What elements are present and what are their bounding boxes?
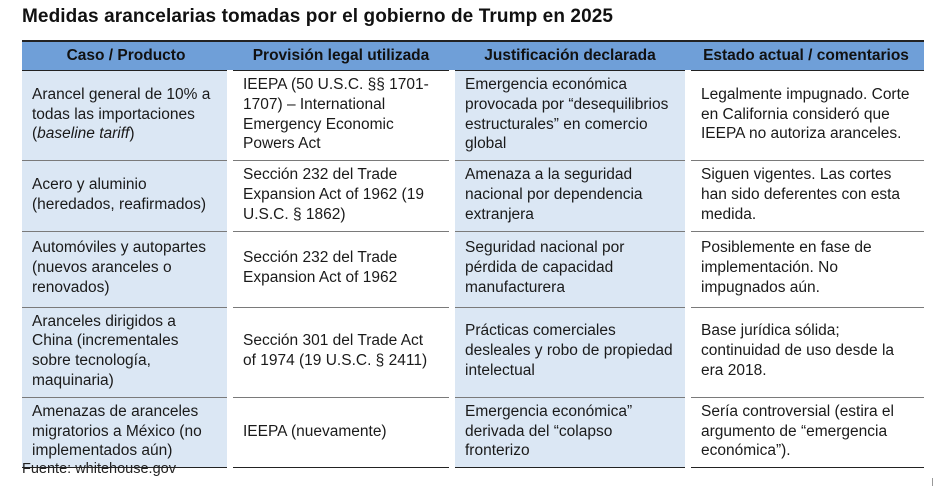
cell-justificacion: Emergencia económica provocada por “dese… (449, 70, 688, 162)
table-row: Aranceles dirigidos a China (incremental… (22, 307, 924, 398)
cell-caso-italic: baseline tariff (37, 125, 130, 143)
column-header-provision: Provisión legal utilizada (230, 40, 452, 71)
cell-caso-text: Arancel general de 10% a todas las impor… (32, 85, 211, 123)
column-header-estado: Estado actual / comentarios (688, 40, 924, 71)
column-header-justificacion: Justificación declarada (452, 40, 688, 71)
table-row: Arancel general de 10% a todas las impor… (22, 70, 924, 162)
cell-estado: Legalmente impugnado. Corte en Californi… (685, 70, 924, 162)
cell-justificacion: Prácticas comerciales desleales y robo d… (449, 307, 688, 398)
column-header-caso: Caso / Producto (22, 40, 230, 71)
cell-provision: IEEPA (nuevamente) (227, 397, 452, 469)
cell-caso: Acero y aluminio (heredados, reafirmados… (22, 160, 230, 232)
cell-estado: Posiblemente en fase de implementación. … (685, 231, 924, 308)
cell-provision: IEEPA (50 U.S.C. §§ 1701-1707) – Interna… (227, 70, 452, 162)
cell-justificacion: Amenaza a la seguridad nacional por depe… (449, 160, 688, 232)
table-row: Acero y aluminio (heredados, reafirmados… (22, 160, 924, 232)
cell-caso: Arancel general de 10% a todas las impor… (22, 70, 230, 162)
cell-caso: Automóviles y autopartes (nuevos arancel… (22, 231, 230, 308)
cell-provision: Sección 301 del Trade Act of 1974 (19 U.… (227, 307, 452, 398)
cell-estado: Siguen vigentes. Las cortes han sido def… (685, 160, 924, 232)
cell-estado: Sería controversial (estira el argumento… (685, 397, 924, 469)
cell-caso: Amenazas de aranceles migratorios a Méxi… (22, 397, 230, 469)
cell-justificacion-text: Emergencia económica” derivada del “cola… (465, 402, 633, 460)
table-title: Medidas arancelarias tomadas por el gobi… (22, 6, 614, 27)
table-row: Automóviles y autopartes (nuevos arancel… (22, 231, 924, 308)
cell-caso: Aranceles dirigidos a China (incremental… (22, 307, 230, 398)
edge-mark (932, 478, 933, 486)
cell-provision: Sección 232 del Trade Expansion Act of 1… (227, 160, 452, 232)
cell-justificacion: Seguridad nacional por pérdida de capaci… (449, 231, 688, 308)
table-row: Amenazas de aranceles migratorios a Méxi… (22, 397, 924, 469)
table-header-row: Caso / Producto Provisión legal utilizad… (22, 40, 924, 71)
source-note: Fuente: whitehouse.gov (22, 461, 176, 477)
cell-justificacion: Emergencia económica” derivada del “cola… (449, 397, 688, 469)
cell-estado: Base jurídica sólida; continuidad de uso… (685, 307, 924, 398)
cell-provision: Sección 232 del Trade Expansion Act of 1… (227, 231, 452, 308)
tariff-table: Caso / Producto Provisión legal utilizad… (22, 40, 924, 469)
